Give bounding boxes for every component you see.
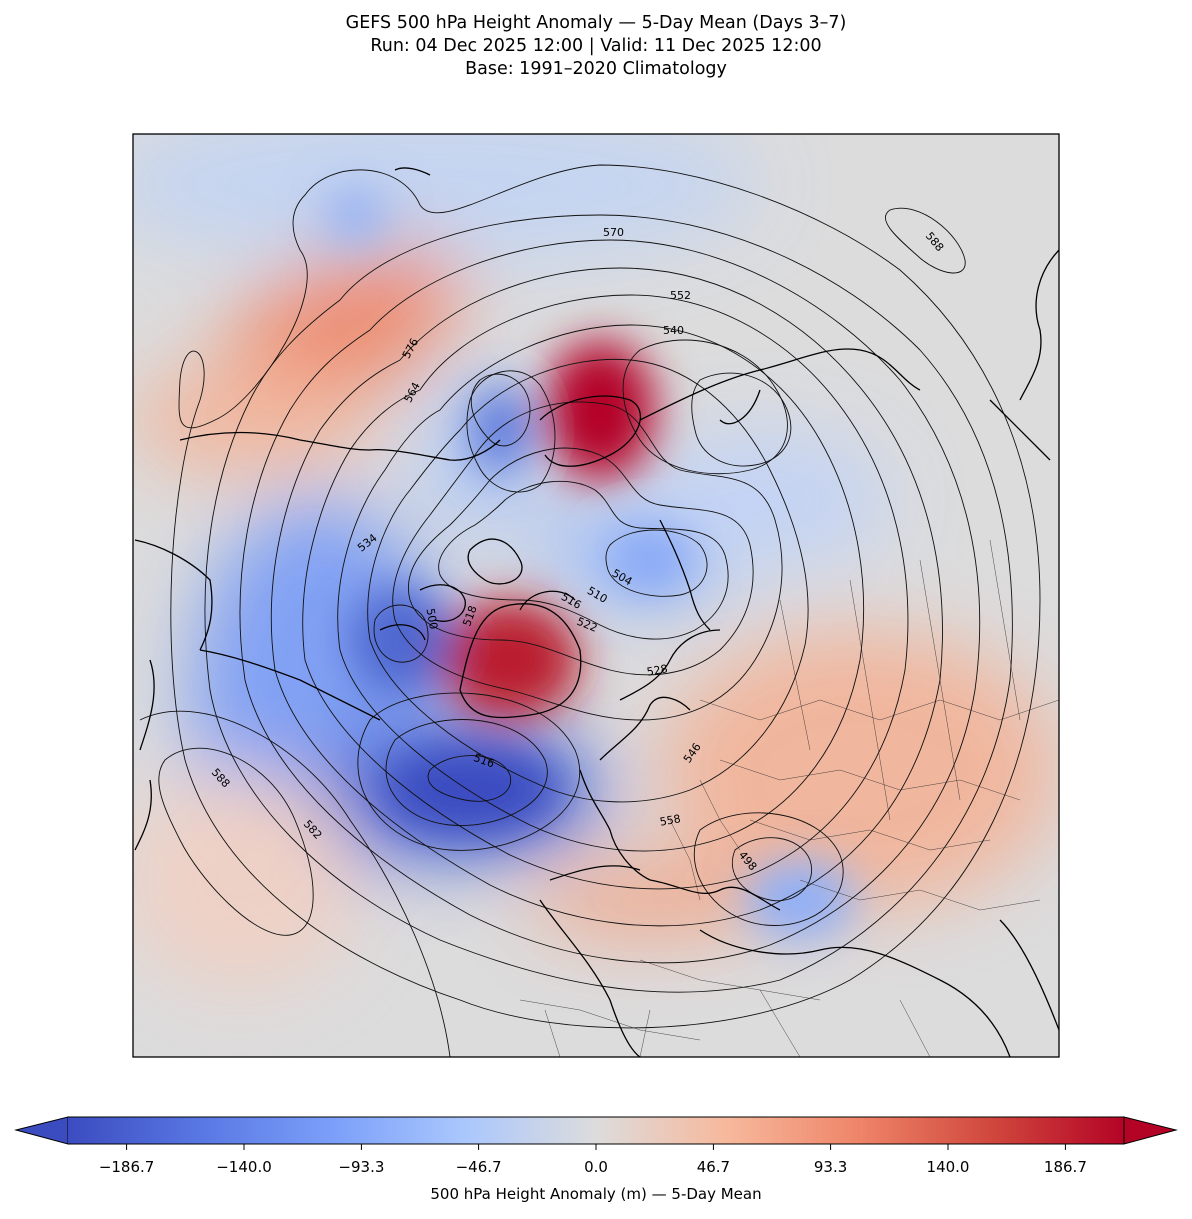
map-frame — [132, 133, 1060, 1058]
chart-title-line-3: Base: 1991–2020 Climatology — [465, 59, 727, 79]
colorbar-tick-label: −140.0 — [216, 1158, 272, 1176]
colorbar-tick-label: −186.7 — [98, 1158, 155, 1176]
chart-title-line-1: GEFS 500 hPa Height Anomaly — 5-Day Mean… — [345, 13, 847, 33]
anomaly-field: 570 552 540 576 564 534 504 510 516 522 … — [133, 134, 1059, 1057]
colorbar-tick-label: −93.3 — [338, 1158, 385, 1176]
political-borders — [519, 539, 1059, 1057]
height-contours — [139, 164, 1041, 1057]
colorbar-tick-label: −46.7 — [455, 1158, 502, 1176]
colorbar-label: 500 hPa Height Anomaly (m) — 5-Day Mean — [430, 1185, 762, 1203]
contour-label-570: 570 — [603, 226, 624, 239]
colorbar-extend-max — [1123, 1116, 1178, 1145]
colorbar-tick-label: 186.7 — [1043, 1158, 1087, 1176]
colorbar-tick-label: 46.7 — [696, 1158, 731, 1176]
chart-title-line-2: Run: 04 Dec 2025 12:00 | Valid: 11 Dec 2… — [370, 36, 822, 56]
colorbar-tick-label: 0.0 — [584, 1158, 608, 1176]
contour-label-558: 558 — [659, 812, 682, 828]
colorbar — [14, 1116, 1178, 1150]
colorbar-tick-label: 93.3 — [813, 1158, 848, 1176]
contour-label-540: 540 — [663, 324, 684, 337]
colorbar-extend-min — [14, 1116, 69, 1145]
contour-label-528: 528 — [646, 662, 669, 678]
contour-label-500: 500 — [424, 607, 440, 630]
colorbar-bar — [68, 1117, 1124, 1144]
colorbar-tick-label: 140.0 — [926, 1158, 970, 1176]
coastlines — [134, 167, 1059, 1057]
contour-label-552: 552 — [670, 289, 691, 302]
